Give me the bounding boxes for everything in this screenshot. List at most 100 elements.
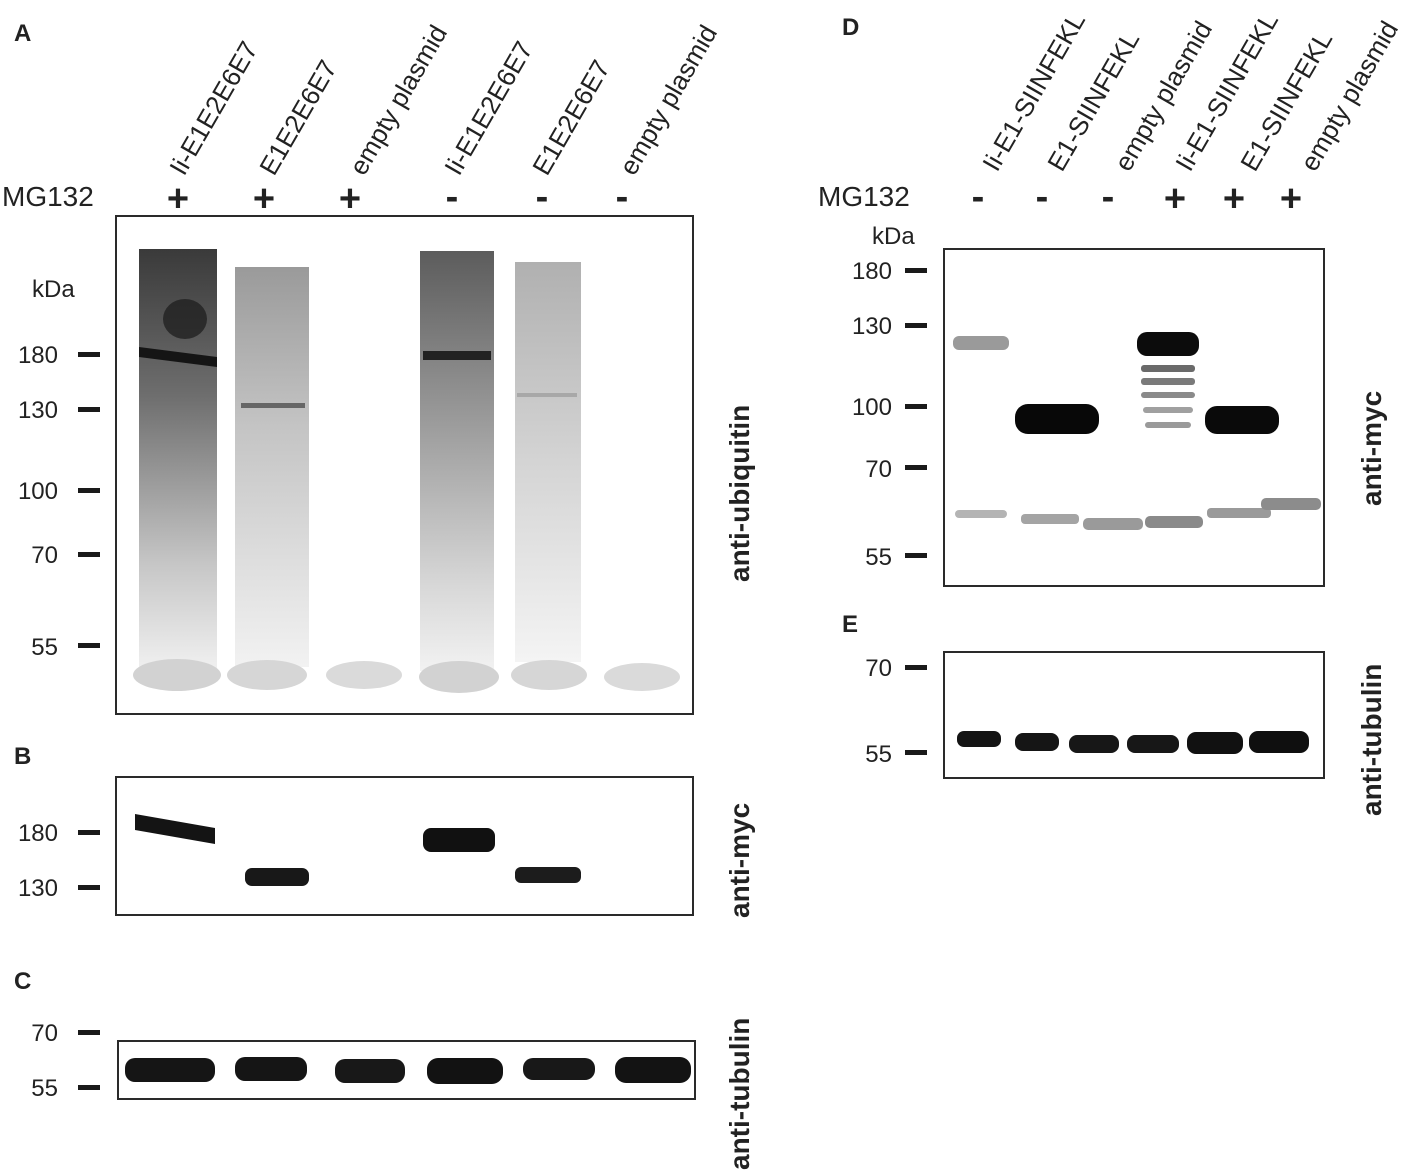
- band-lane-4: [423, 828, 495, 852]
- lane-label-1: Ii-E1E2E6E7: [163, 36, 264, 181]
- band-lane-1: [957, 731, 1001, 747]
- treatment-sign-6: +: [1279, 178, 1303, 220]
- band-lane-4-180: [423, 351, 491, 360]
- marker-tick: [78, 830, 100, 835]
- marker-label-55: 55: [865, 544, 892, 571]
- band-lane-2: [1015, 733, 1059, 751]
- band-lane-4-130: [1137, 332, 1199, 356]
- dye-front-3: [326, 661, 402, 689]
- treatment-sign-3: -: [1101, 176, 1115, 218]
- marker-tick: [905, 465, 927, 470]
- band-lane-1: [125, 1058, 215, 1082]
- band-lane-2-bg: [1021, 514, 1079, 524]
- band-lane-3: [1069, 735, 1119, 753]
- lane-label-2: E1E2E6E7: [253, 54, 343, 180]
- band-lane-5-95: [1205, 406, 1279, 434]
- band-lane-1: [135, 814, 215, 844]
- smear-lane-5: [515, 262, 581, 662]
- lane-label-6: empty plasmid: [613, 19, 724, 181]
- band-lane-4: [1127, 735, 1179, 753]
- treatment-sign-5: -: [535, 176, 549, 218]
- treatment-sign-4: +: [1163, 178, 1187, 220]
- kda-label: kDa: [32, 276, 75, 303]
- marker-label-55: 55: [865, 741, 892, 768]
- antibody-label-myc-right: anti-myc: [1356, 390, 1387, 506]
- marker-tick: [905, 323, 927, 328]
- band-lane-4: [427, 1058, 503, 1084]
- band-lane-3: [335, 1059, 405, 1083]
- panel-letter-b: B: [14, 743, 32, 770]
- band-lane-2-130: [241, 403, 305, 408]
- band-lane-6: [615, 1057, 691, 1083]
- band-lane-2: [235, 1057, 307, 1081]
- marker-label-180: 180: [851, 258, 892, 285]
- marker-label-100: 100: [17, 478, 58, 505]
- marker-tick: [78, 643, 100, 648]
- antibody-label-ubiquitin: anti-ubiquitin: [724, 404, 755, 582]
- band-lane-5: [1187, 732, 1243, 754]
- band-lane-6-bg: [1261, 498, 1321, 510]
- kda-label: kDa: [872, 223, 915, 250]
- band-lane-4-ladder: [1145, 422, 1191, 428]
- treatment-sign-6: -: [615, 176, 629, 218]
- lane-label-3: empty plasmid: [343, 19, 454, 181]
- antibody-label-myc-left: anti-myc: [724, 802, 755, 918]
- band-lane-1-bg: [955, 510, 1007, 518]
- smear-lane-2: [235, 267, 309, 667]
- marker-label-55: 55: [31, 634, 58, 661]
- lane-label-5: E1E2E6E7: [526, 54, 616, 180]
- dye-front-4: [419, 661, 499, 693]
- marker-label-130: 130: [17, 875, 58, 902]
- marker-tick: [905, 553, 927, 558]
- treatment-label: MG132: [818, 181, 910, 212]
- band-lane-1-180: [139, 347, 217, 367]
- treatment-sign-1: -: [971, 176, 985, 218]
- blot-anti-myc-left: [115, 776, 694, 916]
- blot-anti-myc-right: [943, 248, 1325, 587]
- marker-label-70: 70: [31, 1020, 58, 1047]
- band-lane-2: [245, 868, 309, 886]
- treatment-sign-4: -: [445, 176, 459, 218]
- panel-letter-d: D: [842, 14, 860, 41]
- marker-label-55: 55: [31, 1075, 58, 1102]
- marker-label-70: 70: [865, 456, 892, 483]
- treatment-sign-2: +: [252, 178, 276, 220]
- band-lane-4-ladder: [1141, 392, 1195, 398]
- panel-letter-c: C: [14, 968, 32, 995]
- lane-label-4: Ii-E1E2E6E7: [438, 36, 539, 181]
- treatment-sign-1: +: [166, 178, 190, 220]
- band-lane-4-ladder: [1141, 378, 1195, 385]
- band-lane-6: [1249, 731, 1309, 753]
- marker-label-70: 70: [31, 542, 58, 569]
- marker-label-180: 180: [17, 820, 58, 847]
- dye-front-5: [511, 660, 587, 690]
- marker-tick: [905, 268, 927, 273]
- band-lane-3-bg: [1083, 518, 1143, 530]
- panel-letter-e: E: [842, 611, 859, 638]
- marker-tick: [78, 552, 100, 557]
- marker-label-180: 180: [17, 342, 58, 369]
- marker-tick: [78, 885, 100, 890]
- marker-label-130: 130: [851, 313, 892, 340]
- band-lane-5-bg: [1207, 508, 1271, 518]
- treatment-sign-3: +: [338, 178, 362, 220]
- marker-tick: [78, 407, 100, 412]
- blot-anti-tubulin-left: [117, 1040, 696, 1100]
- marker-tick: [78, 352, 100, 357]
- dye-front-2: [227, 660, 307, 690]
- smear-lane-4: [420, 251, 494, 671]
- dye-front-6: [604, 663, 680, 691]
- blot-anti-ubiquitin: [115, 215, 694, 715]
- marker-tick: [905, 665, 927, 670]
- treatment-label: MG132: [2, 181, 94, 212]
- band-lane-2-95: [1015, 404, 1099, 434]
- marker-label-70: 70: [865, 655, 892, 682]
- antibody-label-tubulin-left: anti-tubulin: [724, 1017, 755, 1170]
- dye-front-1: [133, 659, 221, 691]
- marker-tick: [905, 404, 927, 409]
- blot-anti-tubulin-right: [943, 651, 1325, 779]
- marker-tick: [78, 1085, 100, 1090]
- band-lane-4-bg: [1145, 516, 1203, 528]
- treatment-sign-5: +: [1222, 178, 1246, 220]
